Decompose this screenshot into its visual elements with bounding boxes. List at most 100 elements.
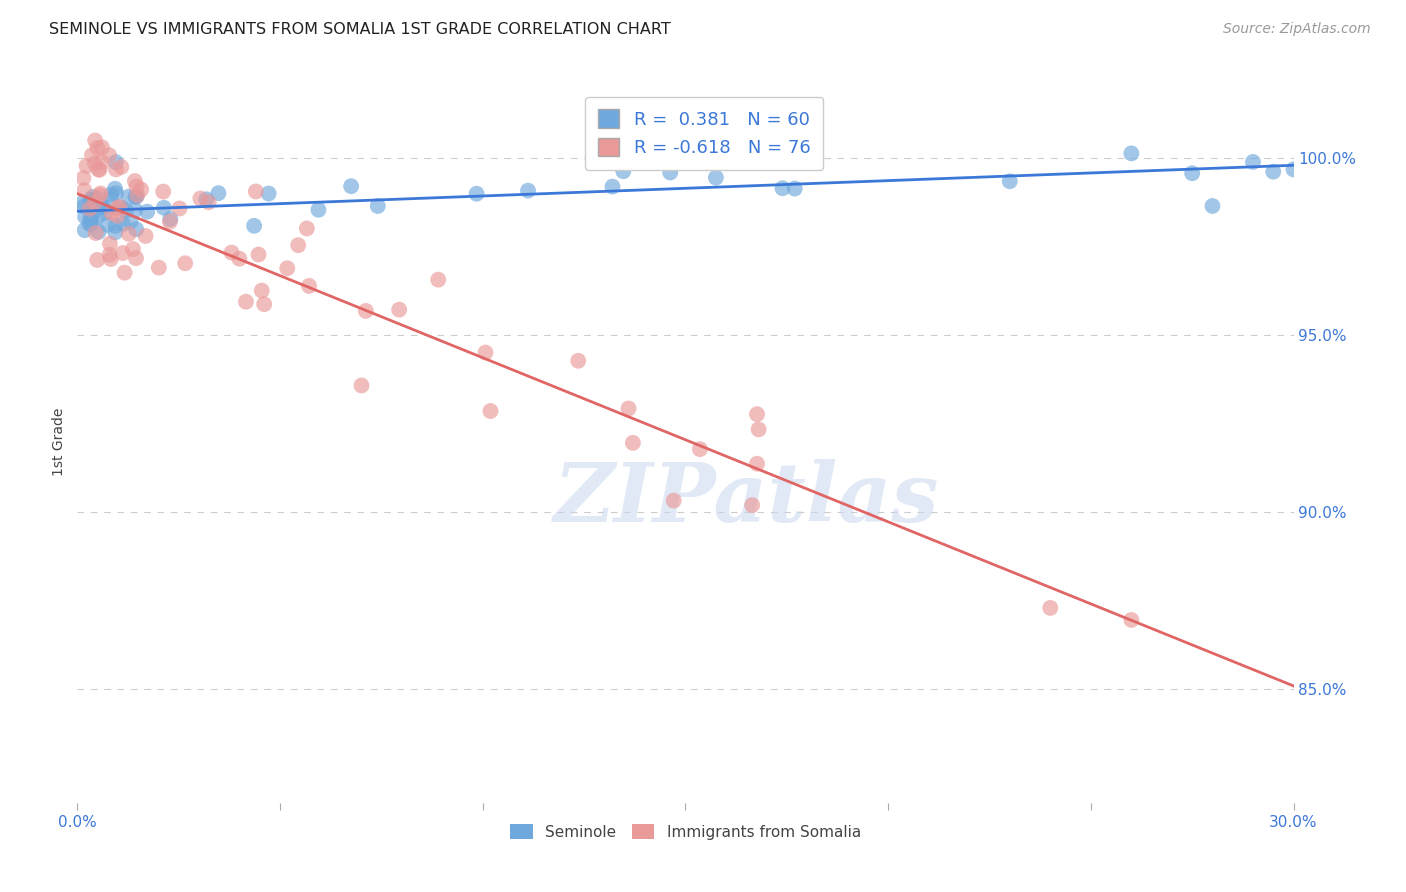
- Point: [125, 189, 148, 203]
- Point: [105, 201, 128, 215]
- Point: [340, 179, 363, 194]
- Text: Source: ZipAtlas.com: Source: ZipAtlas.com: [1223, 22, 1371, 37]
- Point: [98, 236, 121, 251]
- Point: [517, 184, 540, 198]
- Point: [350, 378, 373, 392]
- Point: [1121, 613, 1143, 627]
- Point: [94, 206, 117, 220]
- Point: [75, 210, 97, 224]
- Point: [125, 222, 148, 236]
- Point: [197, 195, 219, 210]
- Point: [388, 302, 411, 317]
- Point: [247, 247, 270, 261]
- Point: [295, 221, 318, 235]
- Point: [998, 174, 1021, 188]
- Point: [120, 215, 142, 229]
- Point: [114, 266, 136, 280]
- Point: [245, 185, 267, 199]
- Text: SEMINOLE VS IMMIGRANTS FROM SOMALIA 1ST GRADE CORRELATION CHART: SEMINOLE VS IMMIGRANTS FROM SOMALIA 1ST …: [49, 22, 671, 37]
- Point: [80, 212, 103, 227]
- Point: [745, 407, 768, 421]
- Legend: Seminole, Immigrants from Somalia: Seminole, Immigrants from Somalia: [503, 818, 868, 846]
- Y-axis label: 1st Grade: 1st Grade: [52, 408, 66, 475]
- Point: [602, 179, 624, 194]
- Point: [207, 186, 229, 201]
- Point: [125, 251, 148, 265]
- Point: [91, 200, 114, 214]
- Point: [110, 201, 132, 215]
- Point: [80, 148, 103, 162]
- Point: [79, 193, 101, 207]
- Point: [115, 203, 138, 218]
- Point: [250, 284, 273, 298]
- Point: [287, 238, 309, 252]
- Point: [110, 160, 132, 174]
- Point: [79, 217, 101, 231]
- Point: [73, 223, 96, 237]
- Point: [474, 345, 496, 359]
- Point: [100, 252, 122, 266]
- Point: [86, 141, 108, 155]
- Point: [83, 195, 105, 210]
- Point: [159, 214, 181, 228]
- Point: [87, 225, 110, 239]
- Point: [1181, 166, 1204, 180]
- Point: [72, 171, 94, 186]
- Point: [90, 186, 112, 201]
- Point: [87, 162, 110, 177]
- Point: [91, 155, 114, 169]
- Point: [745, 457, 768, 471]
- Point: [190, 191, 212, 205]
- Point: [73, 183, 96, 197]
- Point: [659, 165, 682, 179]
- Point: [105, 209, 128, 223]
- Point: [243, 219, 266, 233]
- Point: [148, 260, 170, 275]
- Point: [118, 227, 141, 241]
- Point: [98, 148, 121, 162]
- Point: [221, 245, 243, 260]
- Point: [367, 199, 389, 213]
- Point: [169, 202, 191, 216]
- Point: [89, 162, 111, 177]
- Point: [104, 225, 127, 239]
- Point: [80, 217, 103, 231]
- Point: [79, 211, 101, 226]
- Point: [124, 189, 146, 203]
- Point: [89, 188, 111, 202]
- Point: [228, 252, 250, 266]
- Point: [152, 185, 174, 199]
- Point: [87, 192, 110, 206]
- Point: [105, 186, 128, 201]
- Point: [100, 192, 122, 206]
- Point: [117, 190, 139, 204]
- Point: [689, 442, 711, 457]
- Text: ZIPatlas: ZIPatlas: [554, 459, 939, 540]
- Point: [129, 182, 152, 196]
- Point: [104, 219, 127, 233]
- Point: [748, 422, 770, 436]
- Point: [276, 261, 298, 276]
- Point: [84, 134, 107, 148]
- Point: [122, 242, 145, 256]
- Point: [479, 404, 502, 418]
- Point: [79, 202, 101, 216]
- Point: [783, 181, 806, 195]
- Point: [91, 140, 114, 154]
- Point: [704, 170, 727, 185]
- Point: [104, 162, 127, 177]
- Point: [136, 204, 159, 219]
- Point: [82, 193, 104, 207]
- Point: [135, 229, 157, 244]
- Point: [1039, 601, 1062, 615]
- Point: [235, 294, 257, 309]
- Point: [87, 210, 110, 224]
- Point: [104, 182, 127, 196]
- Point: [124, 174, 146, 188]
- Point: [567, 353, 589, 368]
- Point: [612, 164, 634, 178]
- Point: [1282, 162, 1305, 177]
- Point: [1241, 155, 1264, 169]
- Point: [127, 188, 149, 202]
- Point: [772, 181, 794, 195]
